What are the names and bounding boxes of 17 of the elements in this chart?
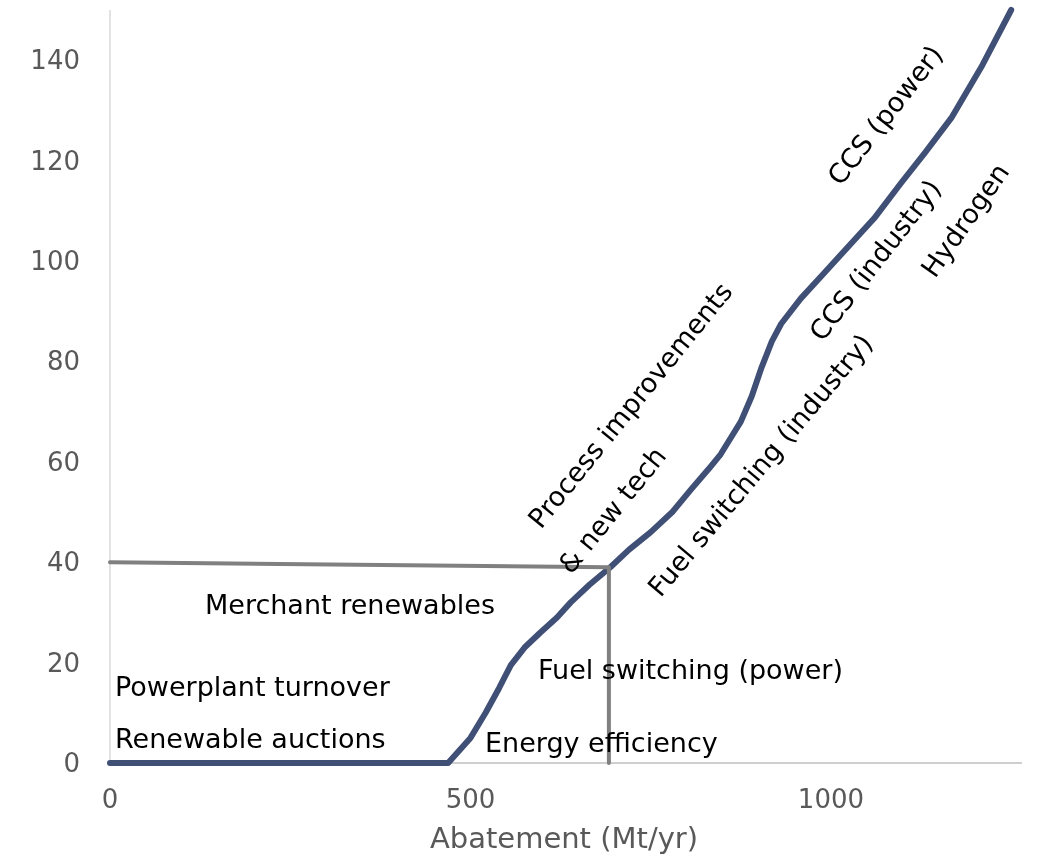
y-tick-label: 120 (30, 145, 80, 176)
y-tick-label: 140 (30, 45, 80, 76)
y-tick-label: 20 (46, 647, 80, 678)
y-tick-label: 100 (30, 246, 80, 276)
x-tick-label: 0 (101, 784, 119, 814)
x-tick-label: 500 (445, 784, 496, 814)
y-tick-label: 60 (46, 446, 80, 477)
x-tick-label: 1000 (797, 784, 865, 814)
annotation: Fuel switching (power) (538, 654, 843, 685)
annotation: Energy efficiency (485, 727, 718, 758)
annotation: Renewable auctions (115, 723, 386, 754)
y-tick-label: 0 (63, 748, 80, 778)
y-tick-label: 80 (46, 346, 80, 377)
annotation: Merchant renewables (205, 589, 495, 620)
annotation: Powerplant turnover (115, 671, 391, 702)
x-axis-title: Abatement (Mt/yr) (429, 821, 699, 855)
y-tick-label: 40 (46, 547, 80, 578)
